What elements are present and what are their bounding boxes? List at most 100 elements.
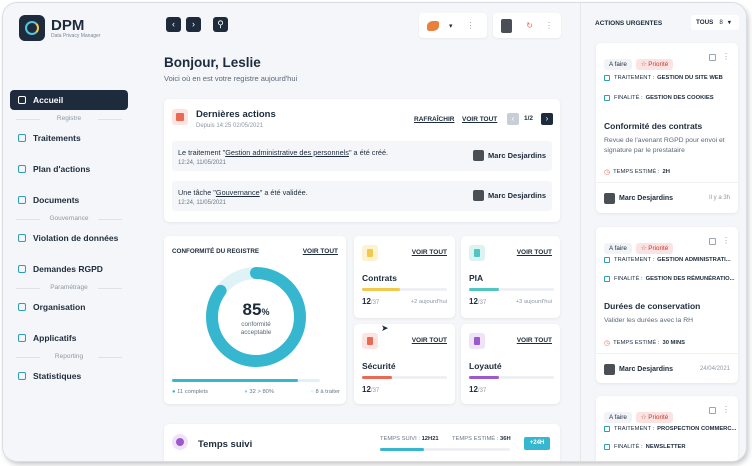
task-link[interactable]: Gouvernance [215, 188, 260, 197]
compliance-percent-unit: % [261, 307, 270, 317]
urgent-action-title: Conformité des contrats [604, 121, 703, 131]
sidebar-item-traitements[interactable]: Traitements [10, 128, 128, 148]
priority-badge: ☆ Priorité [635, 243, 674, 254]
chevron-down-icon: ▾ [727, 20, 731, 26]
clock-icon: ◷ [604, 339, 611, 347]
search-icon: ⚲ [217, 19, 224, 29]
compliance-see-all-link[interactable]: VOIR TOUT [302, 248, 338, 255]
language-selector[interactable]: ▾ ⋮ [419, 13, 487, 38]
action-user[interactable]: Marc Desjardins [473, 150, 546, 161]
avatar [473, 150, 485, 161]
sidebar-item-plan-actions[interactable]: Plan d'actions [10, 159, 128, 179]
avatar[interactable] [501, 18, 513, 33]
clock-icon [172, 434, 188, 450]
more-icon[interactable]: ⋮ [722, 405, 730, 414]
inbox-icon [18, 265, 26, 273]
app-icon [18, 334, 26, 342]
see-all-link[interactable]: VOIR TOUT [462, 116, 498, 123]
progress-fill [362, 376, 392, 379]
compliance-label: conformité acceptable [240, 321, 272, 336]
main-content: ‹ › ⚲ ▾ ⋮ ↻ ⋮ Bonjour, Leslie Voici où e… [143, 3, 578, 461]
pia-see-all-link[interactable]: VOIR TOUT [516, 249, 552, 256]
legend-dot: ● [172, 389, 176, 395]
refresh-icon[interactable]: ↻ [526, 21, 533, 30]
back-button[interactable]: ‹ [166, 17, 181, 32]
urgent-action-card[interactable]: A faire ☆ Priorité ⋮ TRAITEMENT : PROSPECT… [596, 396, 738, 461]
time-tracking-title: Temps suivi [198, 439, 253, 450]
hand-icon [427, 20, 439, 31]
app-logo[interactable]: DPM Data Privacy Manager [19, 15, 100, 41]
search-button[interactable]: ⚲ [213, 17, 228, 32]
sidebar-item-violation[interactable]: Violation de données [10, 228, 128, 248]
refresh-link[interactable]: RAFRAÎCHIR [414, 116, 455, 123]
urgent-action-card[interactable]: A faire ☆ Priorité ⋮ TRAITEMENT : GESTION … [596, 227, 738, 383]
sidebar-item-accueil[interactable]: Accueil [10, 90, 128, 110]
checklist-icon [18, 165, 26, 173]
more-icon[interactable]: ⋮ [722, 236, 730, 245]
time-estimated: 36H [500, 436, 511, 442]
urgent-action-desc: Valider les durées avec la RH [604, 317, 694, 324]
app-name: DPM [51, 16, 85, 34]
sidebar: DPM Data Privacy Manager Accueil Registr… [3, 3, 143, 461]
urgent-action-card[interactable]: A faire ☆ Priorité ⋮ TRAITEMENT : GESTION … [596, 43, 738, 213]
forward-button[interactable]: › [186, 17, 201, 32]
progress-fill [362, 288, 401, 291]
traitement-link[interactable]: Gestion administrative des personnels [225, 148, 349, 157]
urgent-actions-panel: ACTIONS URGENTES TOUS 8 ▾ A faire ☆ Prior… [580, 3, 746, 461]
traitement-icon [604, 425, 610, 432]
page-indicator: 1/2 [524, 115, 534, 122]
urgent-actions-title: ACTIONS URGENTES [595, 20, 663, 27]
select-checkbox[interactable] [709, 54, 716, 61]
clock-icon: ◷ [604, 168, 611, 176]
lock-icon [362, 333, 378, 349]
page-subtitle: Voici où en est votre registre aujourd'h… [164, 74, 298, 83]
sidebar-item-demandes-rgpd[interactable]: Demandes RGPD [10, 259, 128, 279]
urgent-action-title: Durées de conservation [604, 301, 701, 311]
app-window: DPM Data Privacy Manager Accueil Registr… [3, 3, 746, 461]
select-checkbox[interactable] [709, 407, 716, 414]
list-icon [18, 134, 26, 142]
chevron-down-icon: ▾ [449, 22, 453, 30]
compliance-bar [172, 379, 320, 382]
compliance-legend: ● 11 complets ● 32 > 80% ● 8 à traiter [172, 389, 340, 395]
select-checkbox[interactable] [709, 238, 716, 245]
sidebar-item-documents[interactable]: Documents [10, 190, 128, 210]
time-badge[interactable]: +24H [524, 437, 550, 450]
next-page-button[interactable]: › [541, 113, 553, 125]
sidebar-item-organisation[interactable]: Organisation [10, 297, 128, 317]
logo-icon [19, 15, 45, 41]
loyaute-see-all-link[interactable]: VOIR TOUT [516, 337, 552, 344]
more-icon[interactable]: ⋮ [545, 21, 553, 30]
loyaute-card[interactable]: VOIR TOUT Loyauté 12/37 [461, 324, 560, 404]
securite-see-all-link[interactable]: VOIR TOUT [411, 337, 447, 344]
compliance-ring-chart [206, 267, 306, 367]
sidebar-item-statistiques[interactable]: Statistiques [10, 366, 128, 386]
contrats-see-all-link[interactable]: VOIR TOUT [411, 249, 447, 256]
compliance-title: CONFORMITÉ DU REGISTRE [172, 248, 260, 255]
urgent-action-desc: Revue de l'avenant RGPD pour envoi et si… [604, 137, 725, 154]
sidebar-nav: Accueil Registre Traitements Plan d'acti… [10, 90, 128, 397]
time-tracking-card: Temps suivi TEMPS SUIVI : 12H21 TEMPS ES… [164, 424, 560, 461]
progress-fill [469, 288, 499, 291]
action-time: 12:24, 11/05/2021 [178, 160, 226, 166]
progress-fill [469, 376, 499, 379]
securite-card[interactable]: VOIR TOUT Sécurité 12/37 [354, 324, 455, 404]
filter-select[interactable]: TOUS 8 ▾ [691, 15, 739, 30]
chart-icon [18, 372, 26, 380]
sidebar-section-reporting: Reporting [10, 353, 128, 360]
more-icon[interactable]: ⋮ [722, 52, 730, 61]
contrats-card[interactable]: VOIR TOUT Contrats 12/37 +2 aujourd'hui [354, 236, 455, 318]
priority-badge: ☆ Priorité [635, 59, 674, 70]
finalite-icon [604, 443, 610, 450]
user-menu[interactable]: ↻ ⋮ [493, 13, 561, 38]
more-icon[interactable]: ⋮ [466, 21, 475, 30]
prev-page-button[interactable]: ‹ [507, 113, 519, 125]
people-icon [469, 333, 485, 349]
sidebar-item-applicatifs[interactable]: Applicatifs [10, 328, 128, 348]
folder-icon [18, 303, 26, 311]
action-user[interactable]: Marc Desjardins [473, 190, 546, 201]
pia-card[interactable]: VOIR TOUT PIA 12/37 +3 aujourd'hui [461, 236, 560, 318]
status-badge: A faire [604, 243, 632, 254]
list-item: Le traitement "Gestion administrative de… [172, 141, 552, 171]
list-item: Une tâche "Gouvernance" a été validée. 1… [172, 181, 552, 211]
